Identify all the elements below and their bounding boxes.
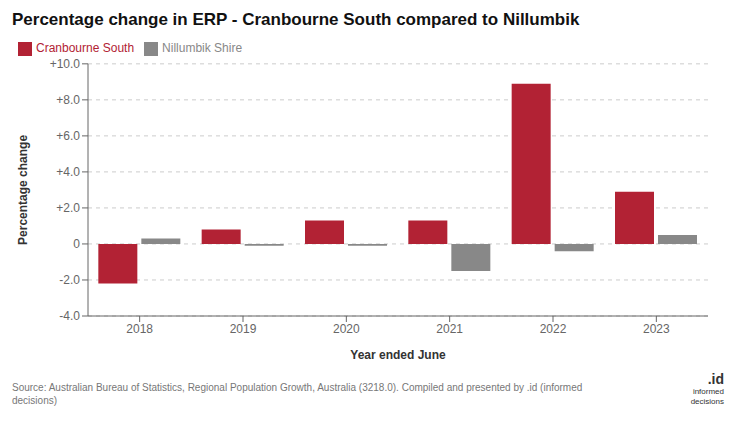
svg-text:+4.0: +4.0	[56, 165, 80, 179]
svg-text:2020: 2020	[333, 322, 360, 336]
html-text:informed decisions: informed decisions	[690, 387, 724, 406]
svg-text:+2.0: +2.0	[56, 201, 80, 215]
svg-text:+6.0: +6.0	[56, 129, 80, 143]
svg-text:-2.0: -2.0	[59, 273, 80, 287]
svg-text:+10.0: +10.0	[50, 57, 81, 71]
svg-text:Percentage change: Percentage change	[16, 135, 30, 245]
svg-text:2022: 2022	[540, 322, 567, 336]
svg-text:2019: 2019	[230, 322, 257, 336]
svg-text:Year ended June: Year ended June	[350, 348, 446, 362]
svg-text:-4.0: -4.0	[59, 309, 80, 323]
svg-text:2023: 2023	[643, 322, 670, 336]
svg-text:0: 0	[73, 237, 80, 251]
svg-text:2018: 2018	[126, 322, 153, 336]
html-text:.id: .id	[707, 371, 724, 387]
svg-text:2021: 2021	[436, 322, 463, 336]
html-text:Source: Australian Bureau of S: Source: Australian Bureau of Statistics,…	[12, 382, 583, 406]
html-text:Percentage change in ERP - Cra: Percentage change in ERP - Cranbourne So…	[12, 10, 580, 29]
html-text:Cranbourne South: Cranbourne South	[36, 41, 135, 55]
html-text:Nillumbik Shire: Nillumbik Shire	[162, 41, 243, 55]
svg-text:+8.0: +8.0	[56, 93, 80, 107]
